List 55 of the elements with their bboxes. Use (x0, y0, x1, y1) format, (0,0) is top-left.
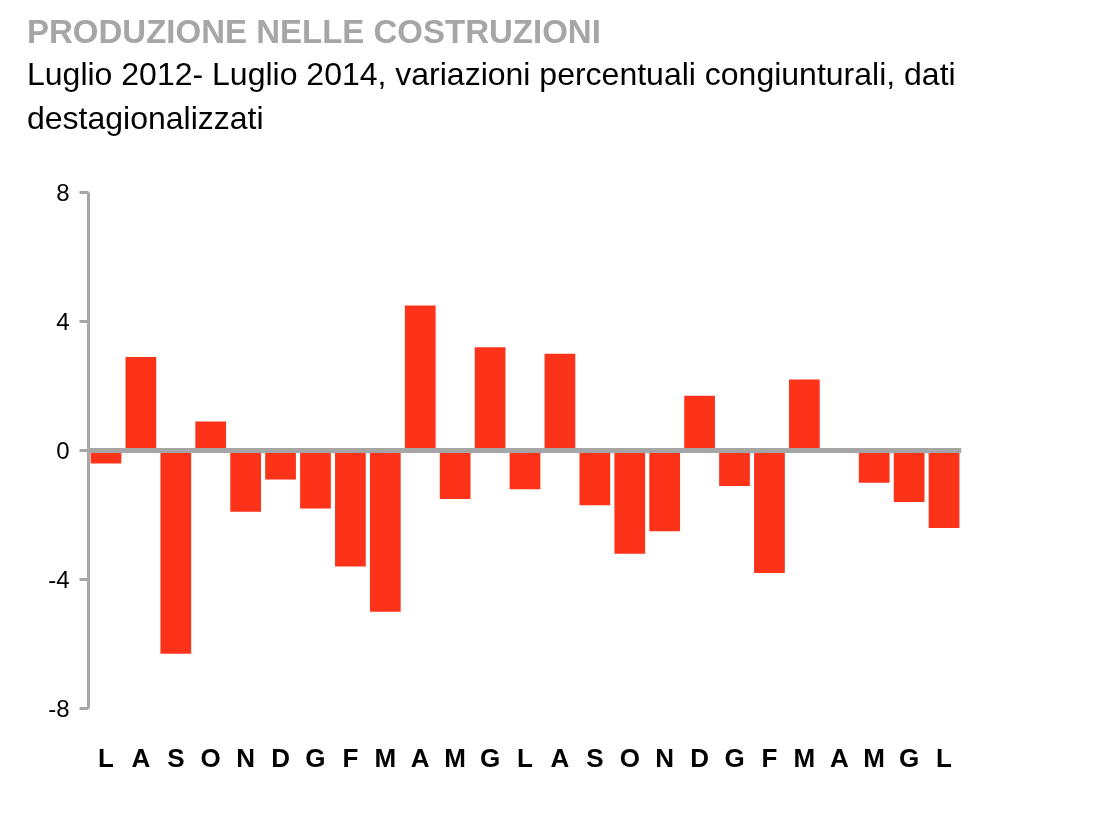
y-tick-label: 4 (56, 307, 70, 335)
bar (858, 450, 890, 483)
x-tick-label: D (690, 742, 709, 773)
bar (754, 450, 785, 573)
x-tick-label: A (550, 742, 570, 773)
bar (125, 356, 157, 451)
x-tick-label: F (761, 742, 778, 773)
bar (195, 421, 227, 451)
x-tick-label: N (236, 742, 256, 773)
x-tick-label: F (342, 742, 359, 773)
x-tick-label: S (586, 742, 604, 773)
y-tick-label: 0 (56, 436, 70, 464)
y-tick-label: -8 (48, 694, 70, 722)
bar (369, 450, 401, 612)
x-tick-label: N (655, 742, 675, 773)
x-tick-label: G (305, 742, 326, 773)
x-tick-label: M (374, 742, 397, 773)
bar (300, 450, 331, 509)
x-tick-label: L (98, 742, 115, 773)
bar (230, 450, 261, 512)
x-tick-label: D (271, 742, 290, 773)
x-tick-label: M (444, 742, 466, 773)
x-tick-label: S (167, 742, 185, 773)
bar (474, 347, 506, 451)
y-tick-label: 8 (56, 178, 70, 206)
x-tick-label: L (936, 742, 953, 773)
bar (614, 450, 646, 554)
x-tick-label: A (131, 742, 151, 773)
bar (265, 450, 296, 480)
bar (544, 353, 576, 451)
bar (160, 450, 192, 654)
bar (439, 450, 471, 499)
chart-title: PRODUZIONE NELLE COSTRUZIONI (27, 12, 601, 52)
y-tick-label: -4 (48, 565, 70, 593)
bar (789, 379, 820, 451)
bar (579, 450, 611, 506)
x-tick-label: O (200, 742, 221, 773)
bar (893, 450, 925, 503)
bar (684, 395, 715, 451)
x-tick-label: A (829, 742, 849, 773)
x-tick-label: M (863, 742, 886, 773)
bar (335, 450, 366, 567)
bar (404, 305, 436, 451)
bar (928, 450, 960, 528)
chart-subtitle: Luglio 2012- Luglio 2014, variazioni percentuali congiunturali, dati destagionalizzati (27, 54, 957, 138)
x-tick-label: G (479, 742, 501, 773)
bar (649, 450, 681, 532)
x-tick-label: M (793, 742, 816, 773)
x-tick-label: A (410, 742, 430, 773)
x-tick-label: L (517, 742, 534, 773)
x-tick-label: O (619, 742, 640, 773)
bar (719, 450, 750, 486)
x-tick-label: G (899, 742, 920, 773)
bar (509, 450, 541, 490)
x-tick-label: G (724, 742, 745, 773)
